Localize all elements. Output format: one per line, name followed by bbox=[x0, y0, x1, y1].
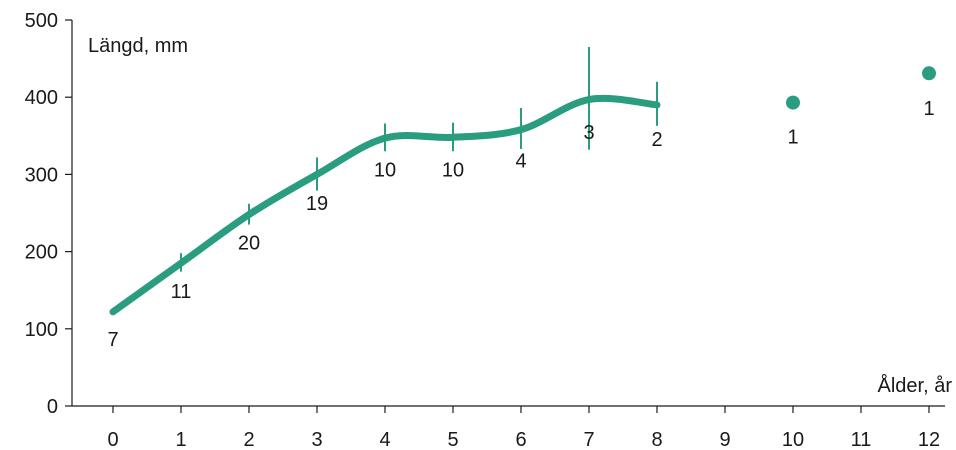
data-point bbox=[922, 66, 936, 81]
scatter-points bbox=[786, 66, 936, 110]
y-tick-label: 300 bbox=[25, 164, 58, 186]
x-axis-title: Ålder, år bbox=[878, 374, 953, 397]
x-ticks: 0 1 2 3 4 5 6 7 8 9 10 11 12 bbox=[107, 406, 940, 450]
sample-size-label: 11 bbox=[171, 281, 192, 303]
y-tick-label: 400 bbox=[25, 87, 58, 109]
sample-size-label: 3 bbox=[583, 122, 594, 144]
x-tick-label: 11 bbox=[851, 429, 872, 450]
x-tick-label: 4 bbox=[379, 429, 390, 450]
sample-size-label: 20 bbox=[238, 232, 260, 254]
x-tick-label: 8 bbox=[651, 429, 662, 450]
x-tick-label: 3 bbox=[311, 429, 322, 450]
series-line bbox=[109, 94, 661, 316]
x-tick-label: 7 bbox=[583, 429, 594, 450]
x-tick-label: 1 bbox=[175, 429, 186, 450]
x-tick-label: 6 bbox=[515, 429, 526, 450]
sample-size-label: 19 bbox=[306, 193, 328, 215]
y-axis-title: Längd, mm bbox=[88, 35, 188, 57]
x-tick-label: 5 bbox=[447, 429, 458, 450]
sample-size-label: 1 bbox=[787, 127, 798, 149]
x-tick-label: 12 bbox=[918, 429, 940, 450]
y-tick-label: 100 bbox=[25, 319, 58, 341]
sample-size-label: 1 bbox=[923, 98, 934, 120]
x-tick-label: 10 bbox=[782, 429, 804, 450]
data-point bbox=[786, 95, 800, 110]
x-tick-label: 0 bbox=[107, 429, 118, 450]
sample-size-label: 10 bbox=[374, 160, 396, 182]
sample-size-label: 4 bbox=[515, 150, 526, 172]
sample-size-label: 10 bbox=[442, 160, 464, 182]
y-tick-label: 500 bbox=[25, 10, 58, 32]
x-tick-label: 2 bbox=[243, 429, 254, 450]
sample-size-label: 7 bbox=[107, 329, 118, 351]
sample-size-label: 2 bbox=[651, 129, 662, 151]
y-tick-label: 0 bbox=[47, 396, 58, 418]
x-tick-label: 9 bbox=[719, 429, 730, 450]
y-ticks: 0 100 200 300 400 500 bbox=[25, 10, 72, 418]
y-tick-label: 200 bbox=[25, 242, 58, 264]
